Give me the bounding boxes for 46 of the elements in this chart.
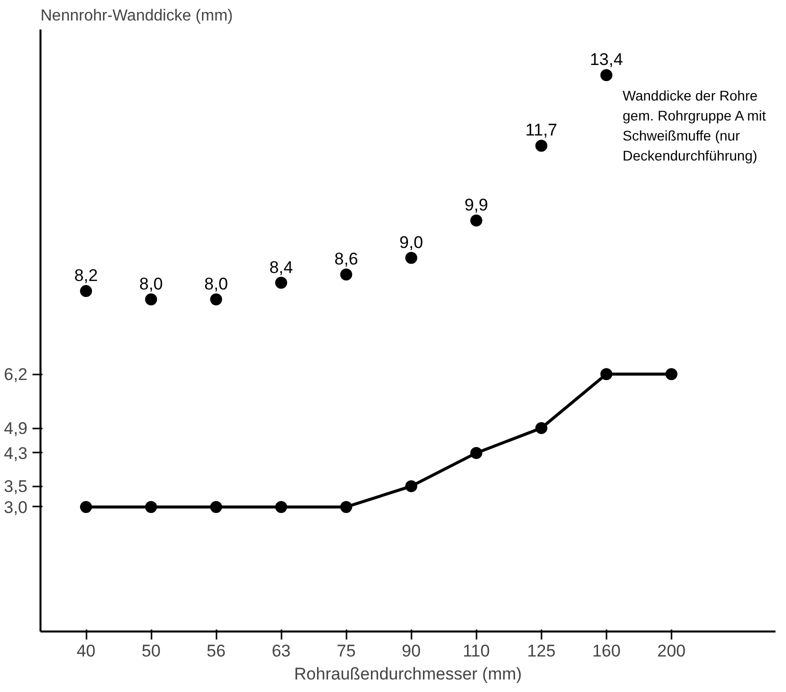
x-tick-label: 56: [206, 642, 226, 660]
point: [80, 285, 92, 298]
point: [340, 268, 352, 280]
point: [145, 500, 158, 513]
x-tick-label: 200: [657, 642, 686, 660]
x-tick-label: 75: [336, 642, 356, 660]
point: [600, 69, 612, 82]
y-tick-label: 3,0: [4, 498, 28, 517]
point: [470, 446, 482, 459]
point: [600, 368, 612, 380]
data-label: 8,2: [74, 266, 98, 286]
x-tick-label: 90: [402, 642, 421, 660]
data-label: 8,6: [334, 249, 358, 268]
x-tick-label: 40: [76, 642, 96, 660]
data-label: 8,0: [204, 274, 228, 294]
point: [405, 480, 418, 492]
point: [470, 214, 482, 226]
x-tick-label: 125: [527, 642, 556, 660]
data-label: 9,0: [399, 232, 424, 252]
x-tick-label: 63: [272, 642, 291, 660]
x-tick-label: 110: [462, 642, 490, 660]
x-tick-label: 160: [592, 642, 621, 660]
data-label: 9,9: [464, 195, 488, 214]
data-label: 8,4: [269, 258, 293, 277]
point: [275, 276, 288, 289]
point: [210, 293, 222, 306]
point: [80, 500, 92, 513]
data-label: 13,4: [590, 50, 623, 70]
point: [665, 368, 678, 380]
y-tick-label: 3,5: [4, 477, 28, 496]
point: [210, 500, 222, 513]
data-label: 8,0: [139, 274, 163, 294]
y-axis-title: Nennrohr-Wanddicke (mm): [40, 8, 233, 24]
x-tick-label: 50: [142, 642, 161, 660]
data-label: 11,7: [525, 120, 558, 140]
x-axis-title: Rohraußendurchmesser (mm): [294, 664, 522, 684]
point: [535, 422, 548, 434]
point: [340, 500, 352, 513]
point: [535, 140, 548, 152]
series-label: Wanddicke der Rohre gem. Rohrgruppe A mit Schweißmuffe (nur Deckendurchführung): [622, 88, 766, 164]
y-tick-label: 4,9: [4, 419, 28, 438]
point: [405, 252, 418, 264]
y-tick-label: 6,2: [4, 365, 28, 384]
y-tick-label: 4,3: [4, 444, 28, 463]
point: [145, 293, 158, 306]
point: [275, 500, 288, 513]
